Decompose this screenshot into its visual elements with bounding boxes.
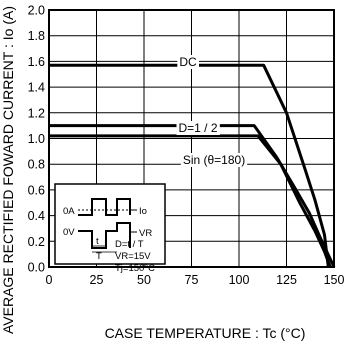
- inset-t-label: t: [96, 236, 99, 247]
- series-label-background: [177, 55, 199, 69]
- x-tick-label: 75: [185, 273, 199, 287]
- y-tick-label: 0.6: [28, 183, 45, 197]
- inset-voltage-waveform: [78, 222, 131, 249]
- series-label: D=1 / 2: [178, 121, 217, 135]
- plot-frame: [48, 9, 335, 268]
- series-line: [49, 134, 332, 268]
- series-group: [49, 63, 336, 268]
- x-tick-labels: 0 25 50 75 100 125 150: [46, 273, 345, 287]
- inset-io-label: Io: [139, 206, 147, 217]
- x-tick-label: 150: [324, 273, 345, 287]
- inset-tj-text: Tj=150°C: [115, 263, 155, 274]
- series-label-background: [176, 121, 220, 135]
- y-tick-label: 0.2: [28, 235, 45, 249]
- series-line: [49, 63, 330, 268]
- y-tick-label: 2.0: [28, 4, 45, 18]
- inset-vr-label: VR: [139, 228, 152, 239]
- y-tick-label: 0.8: [28, 158, 45, 172]
- inset-duty-text: D=t / T: [115, 239, 144, 250]
- y-tick-label: 1.8: [28, 29, 45, 43]
- x-axis-label: CASE TEMPERATURE : Tc (°C): [105, 325, 306, 341]
- y-tick-label: 0.4: [28, 209, 45, 223]
- y-tick-label: 1.4: [28, 81, 45, 95]
- inset-vr-text: VR=15V: [115, 251, 151, 262]
- x-tick-label: 125: [276, 273, 297, 287]
- y-tick-label: 1.0: [28, 132, 45, 146]
- x-tick-label: 25: [90, 273, 104, 287]
- x-tick-label: 0: [46, 273, 53, 287]
- x-tick-label: 100: [229, 273, 250, 287]
- waveform-inset: 0A Io 0V VR t T D=t / T VR=15V Tj=150°C: [54, 183, 166, 274]
- series-label-background: [180, 153, 248, 167]
- y-tick-label: 1.2: [28, 106, 45, 120]
- y-tick-label: 1.6: [28, 55, 45, 69]
- y-tick-label: 0.0: [28, 261, 45, 275]
- inset-zero-a-label: 0A: [63, 206, 75, 217]
- inset-current-waveform: [78, 198, 131, 216]
- series-label: DC: [179, 55, 197, 69]
- inset-zero-v-label: 0V: [63, 227, 75, 238]
- inset-box: [54, 183, 166, 265]
- x-tick-label: 50: [137, 273, 151, 287]
- y-tick-labels: 0.0 0.2 0.4 0.6 0.8 1.0 1.2 1.4 1.6 1.8 2.0: [28, 4, 45, 275]
- y-axis-label: AVERAGE RECTIFIED FOWARD CURRENT : Io (A…: [0, 6, 16, 334]
- series-label: Sin (θ=180): [183, 153, 245, 167]
- series-labels: DC D=1 / 2 Sin (θ=180): [176, 55, 248, 167]
- series-line: [49, 124, 336, 268]
- inset-T-label: T: [96, 251, 102, 262]
